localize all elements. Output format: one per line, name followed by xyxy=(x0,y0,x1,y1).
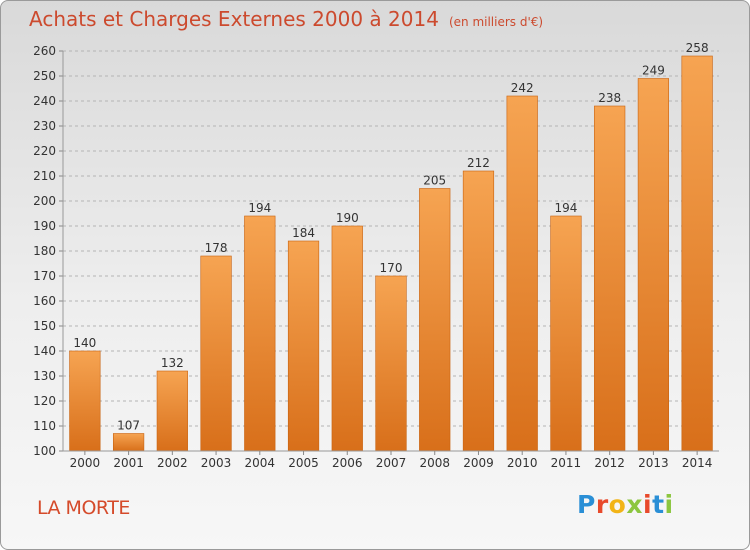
data-label: 140 xyxy=(73,336,96,350)
y-tick-label: 200 xyxy=(33,194,56,208)
y-tick-label: 140 xyxy=(33,344,56,358)
bar-2000 xyxy=(69,350,101,452)
bar-2007 xyxy=(375,275,407,452)
y-tick-label: 240 xyxy=(33,94,56,108)
data-label: 238 xyxy=(598,91,621,105)
data-label: 107 xyxy=(117,419,140,433)
place-name: LA MORTE xyxy=(37,497,130,519)
x-tick-label: 2001 xyxy=(113,456,144,470)
x-tick-label: 2011 xyxy=(551,456,582,470)
data-label: 184 xyxy=(292,226,315,240)
data-label: 170 xyxy=(380,261,403,275)
data-label: 212 xyxy=(467,156,490,170)
data-label: 249 xyxy=(642,64,665,78)
bar-2004 xyxy=(244,215,276,452)
data-label: 190 xyxy=(336,211,359,225)
x-tick-label: 2014 xyxy=(682,456,713,470)
y-tick-label: 230 xyxy=(33,119,56,133)
bar-2012 xyxy=(594,105,626,452)
y-tick-label: 160 xyxy=(33,294,56,308)
data-label: 178 xyxy=(205,241,228,255)
bar-2008 xyxy=(419,188,451,452)
x-tick-label: 2003 xyxy=(201,456,232,470)
logo-letter: i xyxy=(664,490,674,519)
y-tick-label: 130 xyxy=(33,369,56,383)
x-tick-label: 2005 xyxy=(288,456,319,470)
y-tick-label: 210 xyxy=(33,169,56,183)
y-tick-label: 250 xyxy=(33,69,56,83)
y-tick-label: 120 xyxy=(33,394,56,408)
data-label: 132 xyxy=(161,356,184,370)
data-label: 194 xyxy=(248,201,271,215)
x-tick-label: 2002 xyxy=(157,456,188,470)
y-tick-label: 220 xyxy=(33,144,56,158)
bar-2005 xyxy=(287,240,320,452)
label-layer: 140 107 132 178 194 184 190 170 205 212 242 194 238 2… xyxy=(73,41,708,433)
bar-2011 xyxy=(550,215,582,452)
bar-2013 xyxy=(637,78,670,452)
logo-letter: P xyxy=(577,490,596,519)
x-tick-label: 2007 xyxy=(376,456,407,470)
x-tick-label: 2009 xyxy=(463,456,494,470)
data-label: 258 xyxy=(686,41,709,55)
x-tick-label: 2004 xyxy=(245,456,276,470)
bar-2014 xyxy=(681,55,713,452)
bar-layer xyxy=(69,55,713,452)
x-tick-label: 2013 xyxy=(638,456,669,470)
bar-2009 xyxy=(462,170,495,452)
y-tick-label: 100 xyxy=(33,444,56,458)
y-tick-label: 190 xyxy=(33,219,56,233)
logo-letter: x xyxy=(626,490,643,519)
bar-2001 xyxy=(112,433,145,452)
logo-letter: r xyxy=(595,490,609,519)
x-tick-label: 2010 xyxy=(507,456,538,470)
y-tick-label: 170 xyxy=(33,269,56,283)
x-tick-label: 2000 xyxy=(70,456,101,470)
logo-letter: o xyxy=(608,490,627,519)
chart-subtitle: (en milliers d'€) xyxy=(448,15,544,29)
chart-title-text: Achats et Charges Externes 2000 à 2014 xyxy=(29,7,439,31)
x-tick-label: 2008 xyxy=(419,456,450,470)
data-label: 194 xyxy=(554,201,577,215)
logo-letter: i xyxy=(643,490,653,519)
data-label: 242 xyxy=(511,81,534,95)
y-tick-label: 110 xyxy=(33,419,56,433)
chart-title: Achats et Charges Externes 2000 à 2014 (e… xyxy=(29,7,543,31)
bar-2006 xyxy=(331,225,363,452)
bar-2003 xyxy=(200,255,232,452)
bar-2010 xyxy=(506,95,538,452)
y-tick-label: 150 xyxy=(33,319,56,333)
y-tick-label: 180 xyxy=(33,244,56,258)
x-tick-label: 2006 xyxy=(332,456,363,470)
proxiti-logo: Proxiti xyxy=(577,490,674,519)
data-label: 205 xyxy=(423,174,446,188)
axis-layer: 100 110 120 130 140 150 160 170 180 190 200 210 220 2… xyxy=(33,44,719,470)
x-tick-label: 2012 xyxy=(594,456,625,470)
logo-letter: t xyxy=(652,490,665,519)
bar-2002 xyxy=(156,370,188,452)
y-tick-label: 260 xyxy=(33,44,56,58)
